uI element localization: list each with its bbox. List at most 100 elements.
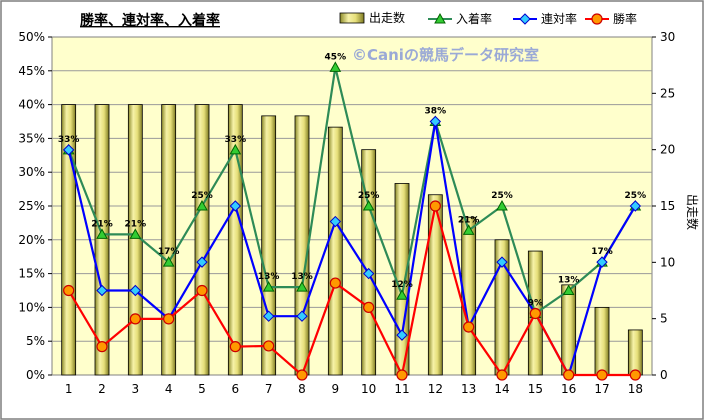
data-label-12: 38% [425,107,447,117]
point-連対率-1 [62,144,75,156]
axes-group: 0%5%10%15%20%25%30%35%40%45%50%051015202… [18,30,675,396]
point-勝率-13 [463,321,475,333]
legend-label-勝率: 勝率 [613,11,637,26]
point-勝率-2 [96,341,108,353]
data-label-2: 21% [91,219,113,229]
data-label-18: 25% [625,191,647,201]
legend-label-連対率: 連対率 [541,11,577,26]
point-連対率-18 [629,200,642,212]
point-勝率-17 [596,369,608,381]
legend-marker-勝率 [591,13,603,25]
point-入着率-7 [262,281,275,292]
point-勝率-12 [429,200,441,212]
x-tick-label-13: 13 [461,382,476,396]
point-入着率-5 [196,199,208,211]
x-tick-label-18: 18 [628,382,643,396]
point-勝率-4 [163,313,175,325]
point-勝率-11 [396,369,408,381]
data-label-6: 33% [225,135,247,145]
point-入着率-9 [329,61,342,72]
legend-label-入着率: 入着率 [456,11,492,26]
data-label-7: 13% [258,272,280,282]
data-label-11: 12% [391,280,413,290]
legend: 出走数 入着率 連対率 勝率 [339,10,637,26]
y-left-tick-label: 5% [26,334,45,348]
point-連対率-3 [129,284,142,297]
y-left-tick-label: 25% [18,199,45,213]
y-right-tick-label: 5 [660,312,668,326]
point-入着率-10 [362,199,375,211]
y-left-tick-label: 15% [18,267,45,281]
point-勝率-8 [296,369,308,381]
bar-17 [594,306,610,376]
point-勝率-10 [363,301,375,313]
point-入着率-11 [396,289,408,300]
x-tick-label-12: 12 [428,382,443,396]
x-tick-label-8: 8 [298,382,306,396]
y-right-tick-label: 0 [660,368,668,382]
point-入着率-13 [462,224,475,235]
bar-6 [227,104,243,376]
line-series-group [62,61,642,381]
point-連対率-10 [362,267,375,280]
point-勝率-9 [329,277,341,289]
data-label-1: 33% [58,135,80,145]
x-tick-label-15: 15 [528,382,543,396]
bar-1 [61,104,77,376]
point-入着率-4 [162,256,175,267]
x-tick-label-14: 14 [494,382,509,396]
chart-title: 勝率、連対率、入着率 [80,12,220,29]
x-tick-label-17: 17 [594,382,609,396]
point-勝率-1 [63,284,75,297]
y-left-tick-label: 40% [18,98,45,112]
bar-series-group [61,104,643,376]
data-label-10: 25% [358,191,380,201]
x-tick-label-5: 5 [198,382,206,396]
y-left-tick-label: 45% [18,64,45,78]
point-入着率-2 [96,228,108,239]
legend-marker-連対率 [519,13,531,25]
y-left-tick-label: 35% [18,131,45,145]
point-勝率-16 [563,369,575,381]
data-label-group: 33% 21% 21% 17% 25% 33% 13% 13% 45% 25% 12% 38% 21% 2… [58,52,646,308]
series-line-入着率 [67,67,637,316]
point-勝率-14 [496,369,508,381]
data-label-17: 17% [591,247,613,257]
y-left-tick-label: 0% [26,368,45,382]
point-連対率-17 [596,256,608,268]
point-勝率-5 [196,284,208,297]
point-勝率-6 [229,341,241,353]
bar-4 [161,104,177,376]
point-連対率-11 [396,329,408,341]
bar-7 [261,115,277,376]
y-right-tick-label: 20 [660,143,675,157]
y-right-tick-label: 15 [660,199,675,213]
data-label-9: 45% [325,52,347,62]
gridlines [52,70,652,342]
point-連対率-9 [329,215,342,228]
point-入着率-16 [562,284,575,295]
bar-13 [461,216,477,376]
bar-9 [327,126,343,376]
y-left-tick-label: 20% [18,233,45,247]
bar-18 [627,329,643,376]
y-right-tick-label: 30 [660,30,675,44]
point-入着率-8 [296,281,308,292]
data-label-14: 25% [491,191,513,201]
data-label-15: 9% [528,298,543,308]
y-left-tick-label: 10% [18,300,45,314]
data-label-8: 13% [291,272,313,282]
y-left-tick-label: 50% [18,30,45,44]
point-入着率-3 [129,228,142,239]
data-label-3: 21% [125,219,147,229]
data-label-4: 17% [158,247,180,257]
x-tick-label-16: 16 [561,382,576,396]
point-入着率-6 [229,143,242,155]
point-連対率-14 [496,256,508,268]
x-tick-label-4: 4 [165,382,173,396]
point-連対率-12 [429,115,442,128]
legend-marker-入着率 [434,12,446,24]
legend-label-bar: 出走数 [369,10,405,25]
